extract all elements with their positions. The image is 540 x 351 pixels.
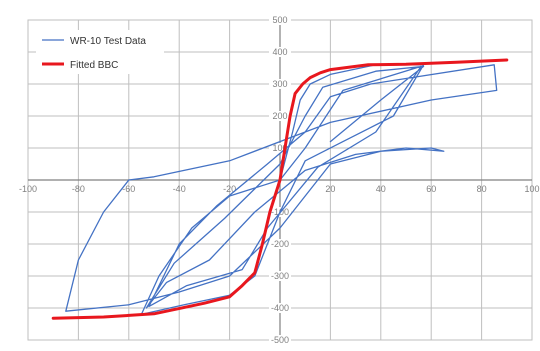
y-tick-label: -400 bbox=[271, 303, 289, 313]
y-tick-label-bg bbox=[269, 271, 291, 281]
x-tick-label: 40 bbox=[376, 184, 386, 194]
y-tick-label: 300 bbox=[272, 79, 287, 89]
x-tick-label: -40 bbox=[173, 184, 186, 194]
x-tick-label: -80 bbox=[72, 184, 85, 194]
x-tick-label: 100 bbox=[524, 184, 539, 194]
legend-label: WR-10 Test Data bbox=[70, 36, 146, 47]
axes: -100 -80 -60 -40 -20 20 40 60 80 100 -500 -400 -300 -… bbox=[19, 15, 540, 345]
y-tick-label-bg bbox=[269, 143, 291, 153]
x-tick-label: 20 bbox=[325, 184, 335, 194]
y-tick-label-bg bbox=[269, 47, 291, 57]
y-tick-label: 400 bbox=[272, 47, 287, 57]
y-tick-label: -300 bbox=[271, 271, 289, 281]
x-tick-label: 60 bbox=[426, 184, 436, 194]
y-tick-label-bg bbox=[269, 111, 291, 121]
y-tick-label-bg bbox=[269, 303, 291, 313]
x-tick-label: -20 bbox=[223, 184, 236, 194]
series-wr10-test-data bbox=[65, 64, 498, 316]
legend-box bbox=[36, 30, 164, 74]
legend: WR-10 Test Data Fitted BBC bbox=[36, 30, 164, 74]
y-tick-label-bg bbox=[269, 335, 291, 345]
x-tick-label: -100 bbox=[19, 184, 37, 194]
y-tick-label: -500 bbox=[271, 335, 289, 345]
y-tick-label: -200 bbox=[271, 239, 289, 249]
y-tick-label: 200 bbox=[272, 111, 287, 121]
y-tick-label-bg bbox=[269, 15, 291, 25]
y-tick-label-bg bbox=[269, 239, 291, 249]
x-tick-label: 80 bbox=[477, 184, 487, 194]
x-tick-label: -60 bbox=[122, 184, 135, 194]
y-tick-label-bg bbox=[269, 79, 291, 89]
series-fitted-bbc bbox=[51, 58, 509, 320]
plot-area bbox=[51, 58, 509, 320]
y-tick-label: 500 bbox=[272, 15, 287, 25]
y-tick-label: 100 bbox=[272, 143, 287, 153]
legend-label: Fitted BBC bbox=[70, 60, 118, 71]
